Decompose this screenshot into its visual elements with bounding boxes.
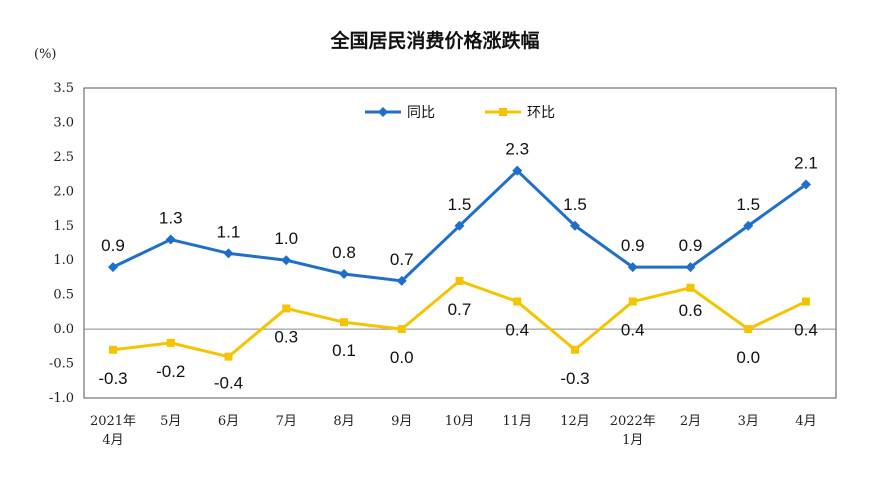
data-label-yoy: 0.9: [621, 236, 645, 255]
data-label-mom: -0.2: [156, 362, 185, 381]
data-label-yoy: 1.5: [448, 195, 472, 214]
data-point-yoy: [165, 234, 176, 245]
y-axis-ticks: 3.5 3.0 2.5 2.0 1.5 1.0 0.5 0.0 -0.5 -1.0: [49, 81, 74, 406]
y-tick-label: 1.5: [53, 219, 74, 234]
x-tick-label: 10月: [445, 414, 475, 429]
y-axis-unit-label: (%): [34, 47, 57, 62]
legend-marker: [378, 107, 388, 117]
data-label-mom: -0.3: [98, 369, 127, 388]
data-point-mom: [686, 283, 695, 292]
data-point-mom: [109, 345, 117, 354]
data-label-yoy: 0.8: [332, 243, 356, 262]
x-tick-label: 7月: [276, 414, 297, 429]
data-label-yoy: 1.1: [217, 222, 241, 241]
x-tick-label: 3月: [738, 414, 759, 429]
x-tick-label: 4月: [795, 414, 816, 429]
data-label-yoy: 0.9: [101, 236, 125, 255]
data-label-yoy: 1.5: [563, 195, 587, 214]
y-tick-label: 1.0: [53, 253, 74, 268]
data-point-yoy: [512, 165, 523, 176]
data-label-yoy: 2.1: [794, 153, 818, 172]
x-tick-label: 2月: [680, 414, 701, 429]
x-tick-label: 8月: [333, 414, 354, 429]
y-tick-label: 2.5: [53, 150, 74, 165]
data-label-yoy: 1.5: [736, 195, 760, 214]
x-tick-label: 9月: [391, 414, 412, 429]
data-point-yoy: [627, 262, 638, 273]
data-point-yoy: [281, 255, 292, 266]
data-label-mom: -0.4: [214, 374, 243, 393]
y-tick-label: 2.0: [53, 184, 74, 199]
data-point-yoy: [743, 220, 754, 231]
data-point-mom: [224, 352, 233, 361]
y-tick-label: -1.0: [49, 391, 74, 406]
data-label-mom: 0.1: [332, 341, 356, 360]
data-label-mom: -0.3: [560, 369, 589, 388]
data-label-mom: 0.4: [505, 321, 529, 340]
legend: 同比 环比: [365, 105, 555, 121]
data-label-mom: 0.4: [621, 321, 645, 340]
x-tick-label: 5月: [160, 414, 181, 429]
data-point-mom: [340, 318, 348, 327]
data-point-mom: [802, 297, 810, 306]
y-tick-label: -0.5: [49, 357, 74, 372]
y-tick-label: 0.0: [53, 322, 74, 337]
data-label-mom: 0.3: [274, 327, 298, 346]
data-point-yoy: [454, 220, 465, 231]
data-point-yoy: [396, 275, 407, 286]
data-label-yoy: 1.3: [159, 209, 183, 228]
data-point-mom: [513, 297, 522, 306]
data-point-mom: [397, 325, 406, 334]
data-point-yoy: [223, 248, 234, 259]
data-point-mom: [571, 345, 579, 354]
data-point-yoy: [570, 220, 580, 231]
series-layer: [108, 165, 811, 361]
y-tick-label: 0.5: [53, 288, 74, 303]
data-label-yoy: 1.0: [274, 229, 298, 248]
legend-label: 环比: [527, 105, 555, 121]
data-point-mom: [166, 338, 175, 347]
x-axis-ticks: 2021年 4月 5月 6月 7月 8月 9月 10月 11月 12月 2022年 1月 2月 3月 4月: [90, 414, 817, 448]
data-label-yoy: 0.7: [390, 250, 414, 269]
chart-title: 全国居民消费价格涨跌幅: [330, 30, 540, 52]
data-label-mom: 0.0: [390, 348, 414, 367]
data-point-yoy: [685, 262, 696, 273]
data-point-mom: [628, 297, 637, 306]
x-tick-label: 2022年 1月: [610, 414, 656, 448]
x-tick-label: 6月: [218, 414, 239, 429]
data-point-yoy: [339, 269, 349, 279]
x-tick-label: 12月: [560, 414, 590, 429]
data-point-mom: [455, 276, 464, 285]
data-label-yoy: 0.9: [679, 236, 703, 255]
data-label-mom: 0.7: [448, 300, 472, 319]
data-point-mom: [744, 325, 753, 334]
legend-marker: [499, 108, 507, 116]
x-tick-label: 11月: [502, 414, 532, 429]
data-labels: 0.9 1.3 1.1 1.0 0.8 0.7 1.5 2.3 1.5 0.9 0.9 1.5 2.1 -…: [98, 140, 817, 393]
data-label-mom: 0.4: [794, 321, 818, 340]
y-tick-label: 3.5: [53, 81, 74, 96]
data-point-yoy: [801, 179, 811, 190]
y-tick-label: 3.0: [53, 115, 74, 130]
data-point-yoy: [108, 262, 118, 273]
data-label-mom: 0.0: [736, 348, 760, 367]
legend-label: 同比: [407, 105, 435, 121]
data-point-mom: [282, 304, 291, 313]
plot-area-frame: [83, 87, 837, 399]
data-label-yoy: 2.3: [505, 140, 529, 159]
data-label-mom: 0.6: [679, 301, 703, 320]
x-tick-label: 2021年 4月: [90, 414, 136, 448]
